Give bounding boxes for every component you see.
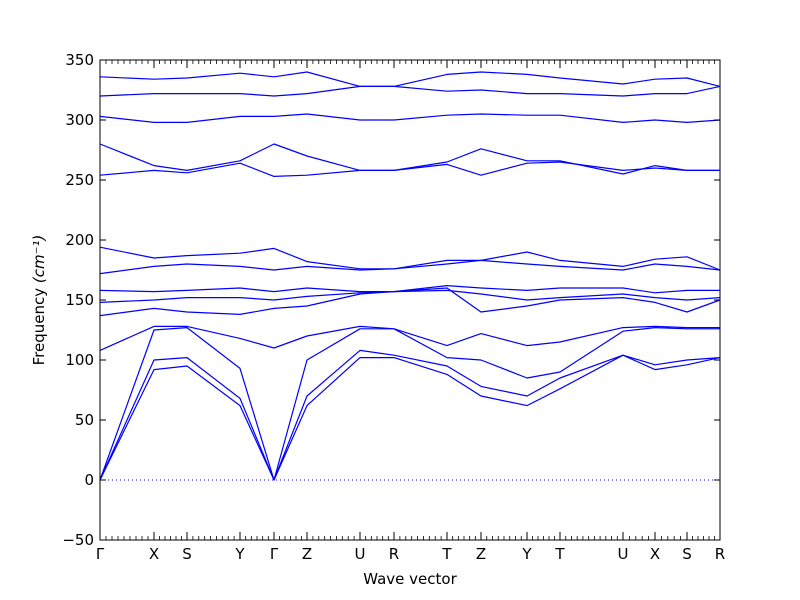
y-tick-label: 200 [65,231,94,249]
x-tick-label: T [554,545,565,563]
y-axis-label-text: Frequency [30,288,48,366]
x-tick-label: U [355,545,366,563]
y-tick-label: 300 [65,111,94,129]
y-tick-label: 350 [65,51,94,69]
x-tick-label: Y [234,545,245,563]
band-line-12 [99,113,721,124]
band-line-6 [99,289,721,303]
y-tick-label: 0 [84,471,94,489]
x-tick-label: U [618,545,629,563]
x-tick-label: S [182,545,192,563]
x-tick-label: R [715,545,725,563]
x-tick-label: Z [476,545,486,563]
plot-frame [99,59,721,541]
x-tick-label: R [389,545,399,563]
band-line-11 [99,143,720,175]
band-line-8 [99,259,721,275]
y-axis-label-unit: (cm⁻¹) [30,235,48,284]
band-line-14 [99,71,721,88]
y-tick-label: 50 [75,411,94,429]
plot-lines [99,71,721,481]
band-line-5 [99,287,721,317]
band-line-3 [99,327,720,481]
x-axis-label: Wave vector [363,570,457,588]
y-tick-label: 100 [65,351,94,369]
x-tick-label: Z [302,545,312,563]
x-tick-label: Γ [96,545,105,563]
x-tick-label: X [149,545,159,563]
y-tick-label: −50 [62,531,94,549]
band-line-13 [99,85,721,97]
y-axis: −50 0 50 100 150 200 250 300 350 [62,51,720,549]
band-line-2 [99,349,721,481]
band-line-9 [99,246,721,271]
x-tick-label: S [682,545,692,563]
band-line-1 [99,354,721,481]
band-line-7 [99,285,720,294]
x-tick-label: Γ [270,545,279,563]
y-axis-label: Frequency (cm⁻¹) [30,235,48,366]
y-tick-label: 150 [65,291,94,309]
x-tick-label: Y [521,545,532,563]
x-tick-label: X [650,545,660,563]
band-line-4 [99,325,720,351]
x-tick-label: T [441,545,452,563]
y-tick-label: 250 [65,171,94,189]
